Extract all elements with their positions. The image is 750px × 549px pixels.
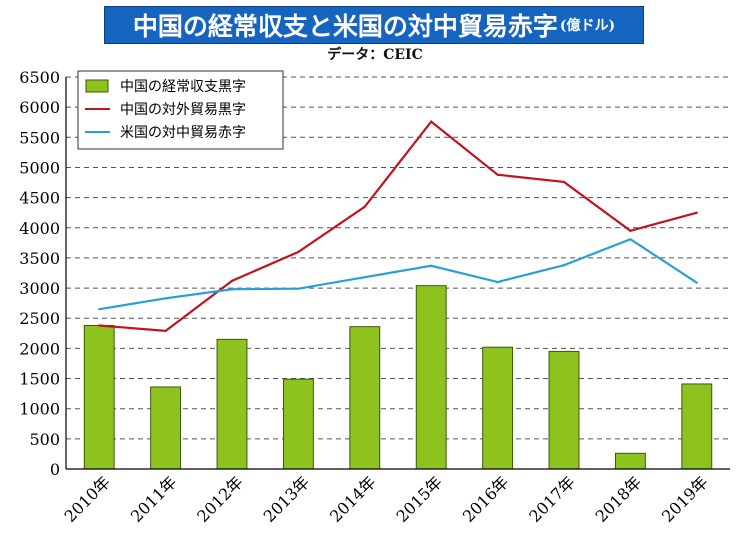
axes: [65, 77, 730, 470]
chart-unit: (億ドル): [559, 18, 616, 34]
x-tick-label: 2012年: [193, 472, 247, 526]
line-point: [164, 297, 167, 300]
bar-2010年: [83, 324, 115, 470]
legend-swatch-bar: [85, 79, 109, 93]
y-tick-label: 6000: [19, 98, 60, 117]
y-tick-label: 0: [50, 460, 60, 479]
line-point: [496, 173, 499, 176]
x-tick-labels: 2010年 2011年 2012年 2013年 2014年 2015年 2016年 2017年…: [60, 472, 711, 526]
line-point: [629, 229, 632, 232]
bar-2019年: [681, 383, 713, 470]
line-series-1: [99, 120, 698, 333]
line-point: [297, 287, 300, 290]
x-tick-label: 2019年: [658, 472, 712, 526]
bar-2013年: [282, 378, 314, 470]
x-tick-label: 2011年: [127, 472, 181, 526]
bar-2017年: [548, 350, 580, 470]
y-tick-label: 3500: [19, 249, 60, 268]
bar-2012年: [216, 338, 248, 470]
bar-series: [83, 285, 713, 470]
legend-label: 中国の経常収支黒字: [120, 79, 246, 95]
bar-2011年: [150, 386, 182, 470]
y-tick-label: 4500: [19, 189, 60, 208]
y-tick-label: 5000: [19, 158, 60, 177]
legend-label: 中国の対外貿易黒字: [120, 102, 246, 118]
y-tick-label: 1500: [19, 370, 60, 389]
line-point: [695, 211, 698, 214]
line-point: [562, 180, 566, 184]
line-point: [562, 264, 566, 267]
x-tick-label: 2015年: [392, 472, 446, 526]
x-tick-label: 2013年: [260, 472, 314, 526]
bar-2016年: [482, 346, 514, 470]
bar-2015年: [415, 285, 447, 470]
x-tick-label: 2017年: [525, 472, 579, 526]
line-series: [98, 120, 698, 333]
line-point: [430, 120, 433, 123]
line-point: [230, 288, 234, 291]
bar-2014年: [349, 326, 381, 470]
data-source: データ：CEIC: [327, 47, 423, 63]
line-point: [363, 276, 366, 279]
line-point: [164, 329, 167, 332]
x-tick-label: 2018年: [592, 472, 646, 526]
line-point: [297, 250, 300, 253]
line-point: [695, 281, 698, 284]
line-point: [363, 205, 366, 208]
line-point: [496, 280, 499, 284]
line-point: [98, 324, 101, 327]
line-point: [98, 308, 101, 311]
chart-title-banner: 中国の経常収支と米国の対中貿易赤字 (億ドル): [104, 6, 644, 44]
y-tick-label: 500: [29, 430, 60, 449]
chart-title: 中国の経常収支と米国の対中貿易赤字: [132, 12, 558, 41]
x-tick-label: 2010年: [60, 472, 114, 526]
y-tick-label: 6500: [19, 68, 60, 87]
x-tick-label: 2016年: [459, 472, 513, 526]
y-tick-label: 1000: [19, 400, 60, 419]
line-point: [629, 238, 632, 241]
y-tick-label: 2500: [19, 309, 60, 328]
line-point: [430, 264, 433, 267]
y-tick-label: 2000: [19, 339, 60, 358]
y-tick-label: 5500: [19, 128, 60, 147]
legend-box: [77, 70, 284, 150]
y-tick-labels: 0 500 1000 1500 2000 2500 3000 3500 4000 4500 5000…: [19, 68, 60, 479]
line-series-2: [99, 237, 698, 311]
line-point: [230, 279, 234, 282]
legend-label: 米国の対中貿易赤字: [120, 125, 246, 141]
x-tick-label: 2014年: [326, 472, 380, 526]
y-tick-label: 3000: [19, 279, 60, 298]
y-tick-label: 4000: [19, 219, 60, 238]
bar-2018年: [614, 452, 646, 470]
